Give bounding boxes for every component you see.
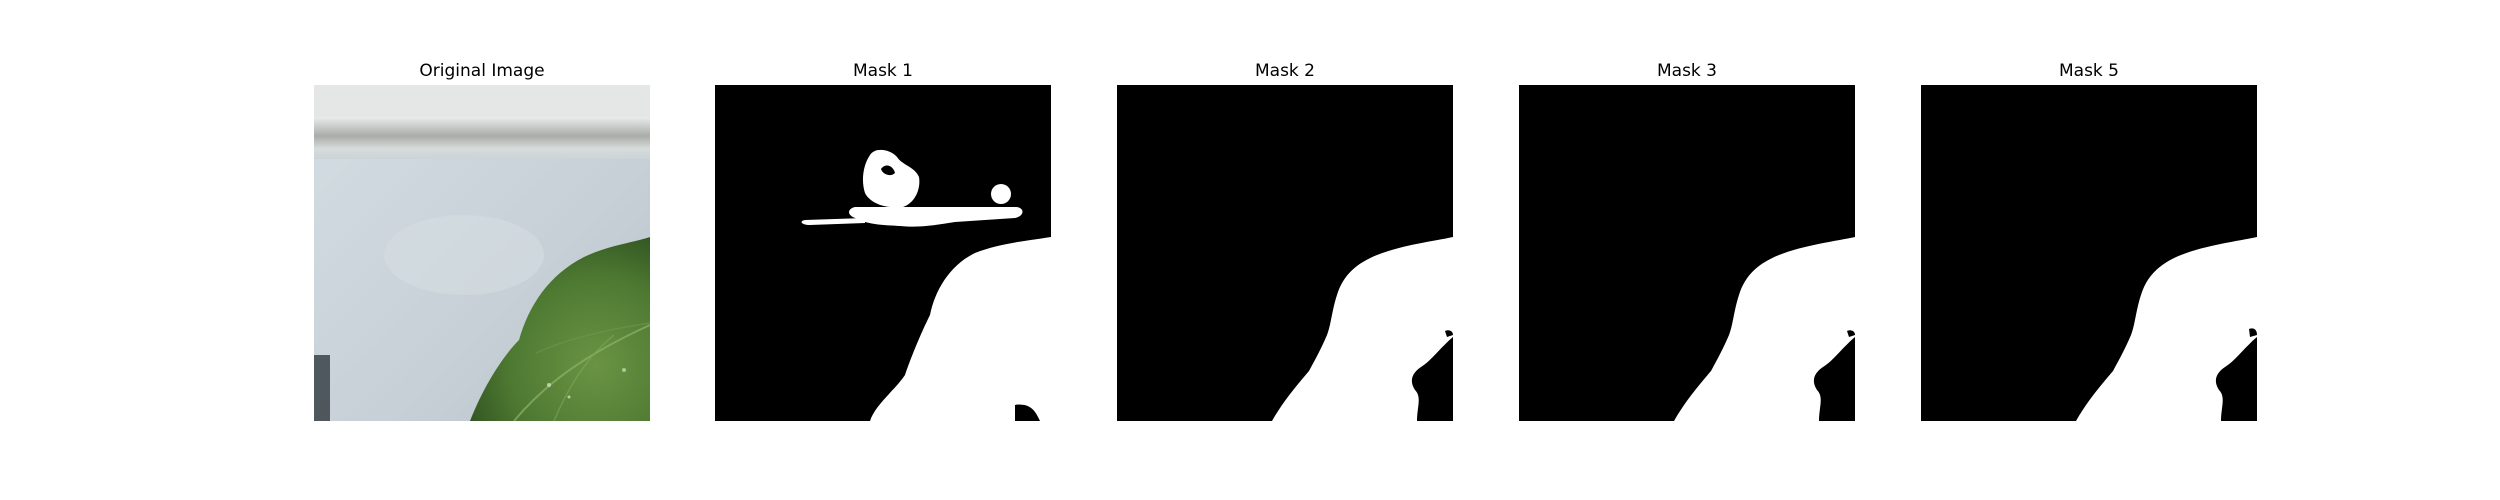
panel-title: Mask 5 [2058,61,2119,81]
mask-5-image [1921,85,2257,421]
mask-3-image [1519,85,1855,421]
original-photo [314,85,650,421]
panel-mask-5: Mask 5 [1921,0,2257,500]
panel-mask-3: Mask 3 [1519,0,1855,500]
panel-title: Mask 2 [1254,61,1315,81]
mask-1-image [715,85,1051,421]
panel-title: Mask 1 [852,61,913,81]
mask-2-image [1117,85,1453,421]
panel-title: Mask 3 [1656,61,1717,81]
panel-title: Original Image [419,61,545,81]
panel-original-image: Original Image [314,0,650,500]
panel-mask-1: Mask 1 [715,0,1051,500]
panel-mask-2: Mask 2 [1117,0,1453,500]
